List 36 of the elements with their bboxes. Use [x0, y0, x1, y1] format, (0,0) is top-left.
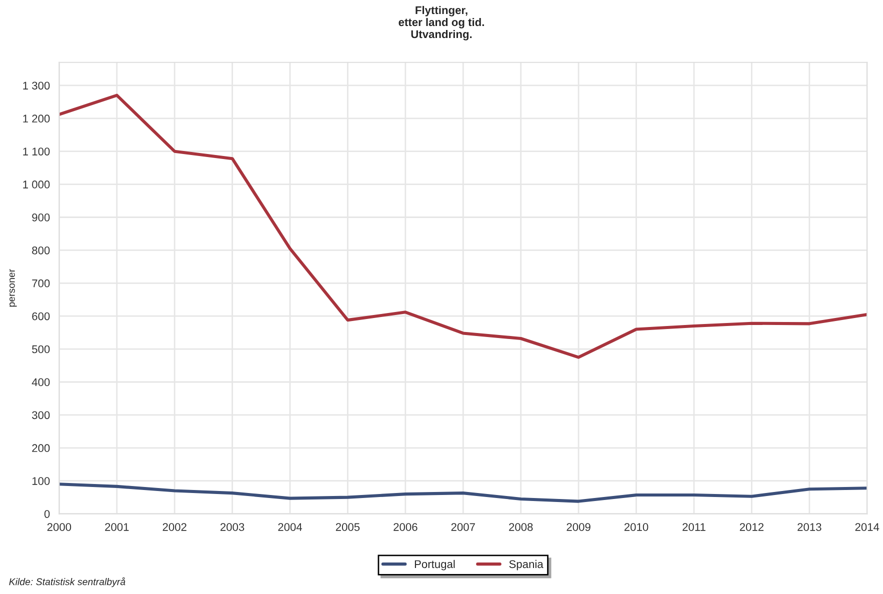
- y-tick-label: 1 200: [23, 114, 50, 123]
- y-tick-label: 600: [32, 312, 50, 320]
- y-tick-label: 100: [32, 477, 50, 485]
- x-tick-label: 2000: [47, 523, 72, 531]
- legend-label: Portugal: [414, 560, 455, 570]
- y-tick-label: 500: [32, 345, 50, 354]
- y-tick-label: 800: [32, 246, 50, 254]
- legend-label: Spania: [509, 560, 544, 570]
- chart-title: Flyttinger, etter land og tid. Utvandring.: [398, 6, 484, 40]
- x-tick-label: 2014: [855, 523, 880, 531]
- x-tick-label: 2007: [451, 523, 475, 531]
- x-tick-label: 2009: [566, 523, 590, 531]
- y-tick-label: 400: [32, 378, 50, 386]
- y-tick-label: 1 000: [23, 180, 50, 188]
- y-tick-label: 1 300: [23, 82, 50, 90]
- line-series: [59, 482, 868, 503]
- x-tick-label: 2008: [509, 523, 533, 531]
- x-tick-label: 2004: [278, 523, 302, 531]
- y-tick-label: 200: [32, 444, 50, 452]
- y-tick-label: 900: [32, 214, 50, 222]
- text: Kilde: Statistisk sentralbyrå: [9, 577, 126, 588]
- x-tick-label: 2012: [740, 523, 764, 531]
- y-tick-label: 300: [32, 411, 50, 420]
- x-tick-label: 2013: [798, 523, 822, 531]
- x-tick-label: 2003: [220, 523, 244, 531]
- x-tick-label: 2011: [682, 523, 706, 531]
- x-tick-label: 2002: [162, 523, 186, 531]
- y-tick-label: 0: [44, 510, 50, 518]
- x-tick-label: 2010: [624, 523, 648, 531]
- y-tick-label: 700: [32, 279, 50, 288]
- y-axis-title: personer: [10, 269, 17, 307]
- x-tick-label: 2005: [336, 523, 360, 531]
- x-tick-label: 2006: [394, 523, 418, 531]
- line-series: [59, 94, 868, 359]
- x-tick-label: 2001: [105, 523, 129, 531]
- y-tick-label: 1 100: [23, 148, 50, 156]
